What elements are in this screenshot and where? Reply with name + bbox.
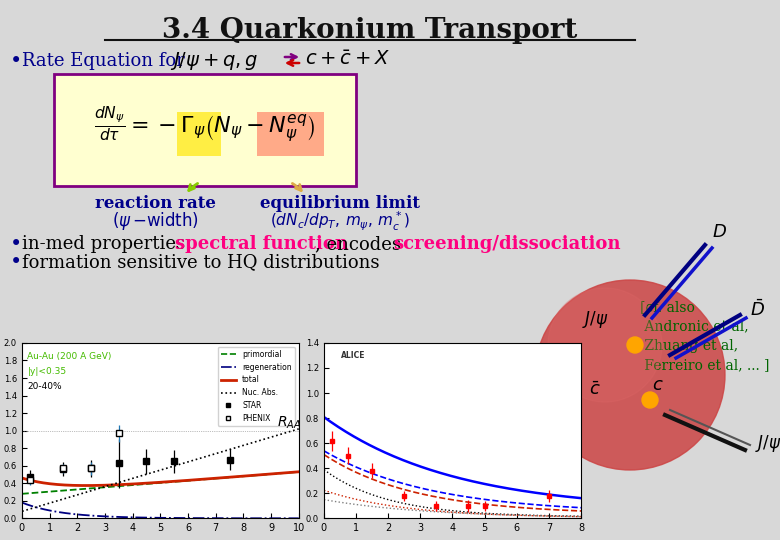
Text: $J/\psi$: $J/\psi$ [444, 345, 470, 366]
total [251, 472, 261, 478]
total [183, 477, 193, 484]
Nuc. Abs. [182, 459, 191, 465]
Circle shape [548, 288, 662, 402]
primordial [19, 490, 28, 497]
primordial [182, 477, 191, 484]
Text: , encodes: , encodes [315, 235, 406, 253]
Nuc. Abs. [250, 438, 260, 445]
Text: ALICE: ALICE [342, 351, 366, 360]
Nuc. Abs. [268, 434, 278, 440]
regeneration [186, 515, 196, 521]
Nuc. Abs. [181, 460, 190, 466]
Nuc. Abs. [19, 508, 28, 514]
Text: reaction rate: reaction rate [94, 195, 215, 212]
regeneration [19, 500, 28, 506]
Text: equilibrium limit: equilibrium limit [260, 195, 420, 212]
Line: regeneration: regeneration [22, 503, 299, 518]
Text: screening/dissociation: screening/dissociation [393, 235, 621, 253]
Text: $J/\psi$: $J/\psi$ [582, 309, 608, 330]
total [188, 477, 197, 483]
primordial [17, 490, 27, 497]
Legend: primordial, regeneration, total, Nuc. Abs., STAR, PHENIX: primordial, regeneration, total, Nuc. Ab… [218, 347, 295, 426]
Text: Rate Equation for: Rate Equation for [22, 52, 185, 70]
Text: [cf. also
 Andronic et al,
 Zhuang et al,
 Ferreiro et al, ... ]: [cf. also Andronic et al, Zhuang et al, … [640, 300, 770, 373]
Text: $\bar{c}$: $\bar{c}$ [589, 381, 601, 399]
Text: Au-Au (200 A GeV): Au-Au (200 A GeV) [27, 352, 112, 361]
Text: |y|<0.35: |y|<0.35 [27, 367, 66, 376]
Text: $\bar{D}$: $\bar{D}$ [750, 300, 765, 320]
Text: formation sensitive to HQ distributions: formation sensitive to HQ distributions [22, 253, 380, 271]
total [81, 482, 90, 489]
Nuc. Abs. [186, 457, 196, 464]
primordial [250, 472, 260, 478]
Text: $(dN_c/dp_T,\,m_\psi,\,m_c^*)$: $(dN_c/dp_T,\,m_\psi,\,m_c^*)$ [270, 210, 410, 233]
Circle shape [535, 280, 725, 470]
regeneration [250, 515, 260, 522]
Line: Nuc. Abs.: Nuc. Abs. [22, 429, 299, 511]
FancyBboxPatch shape [54, 74, 356, 186]
Text: $c$: $c$ [652, 376, 664, 394]
Text: 3.4 Quarkonium Transport: 3.4 Quarkonium Transport [162, 17, 578, 44]
Text: 20-40%: 20-40% [27, 382, 62, 390]
FancyBboxPatch shape [177, 112, 221, 156]
Nuc. Abs. [294, 426, 303, 432]
primordial [294, 469, 303, 475]
Text: in-med properties:: in-med properties: [22, 235, 197, 253]
X-axis label: $p_t$ (GeV): $p_t$ (GeV) [134, 539, 186, 540]
primordial [181, 477, 190, 484]
regeneration [182, 515, 191, 521]
regeneration [268, 515, 278, 522]
Circle shape [642, 392, 658, 408]
Circle shape [627, 337, 643, 353]
Y-axis label: $R_{AA}$: $R_{AA}$ [277, 414, 301, 431]
primordial [268, 471, 278, 477]
Text: $J/\psi$: $J/\psi$ [755, 433, 780, 454]
FancyBboxPatch shape [257, 112, 324, 156]
X-axis label: $p_t$ (GeV/c): $p_t$ (GeV/c) [420, 539, 484, 540]
Nuc. Abs. [17, 508, 27, 515]
total [19, 475, 28, 482]
Text: $D$: $D$ [712, 223, 727, 241]
Line: primordial: primordial [22, 472, 299, 494]
regeneration [181, 515, 190, 521]
primordial [186, 477, 196, 484]
Text: •: • [10, 235, 23, 254]
Line: total: total [22, 472, 299, 485]
total [269, 470, 278, 477]
Text: spectral function: spectral function [175, 235, 348, 253]
Text: $J/\psi + q,g$: $J/\psi + q,g$ [170, 50, 258, 72]
Text: •: • [10, 52, 23, 71]
total [294, 469, 303, 475]
regeneration [17, 500, 27, 506]
regeneration [294, 515, 303, 522]
Text: $(\psi\,\mathrm{-width})$: $(\psi\,\mathrm{-width})$ [112, 210, 198, 232]
total [182, 477, 191, 484]
Text: $\frac{dN_\psi}{d\tau} = -\Gamma_\psi \left(N_\psi - N_\psi^{eq}\right)$: $\frac{dN_\psi}{d\tau} = -\Gamma_\psi \l… [94, 105, 316, 145]
Text: $c + \bar{c} + X$: $c + \bar{c} + X$ [305, 50, 390, 69]
total [17, 475, 27, 481]
Text: •: • [10, 253, 23, 272]
